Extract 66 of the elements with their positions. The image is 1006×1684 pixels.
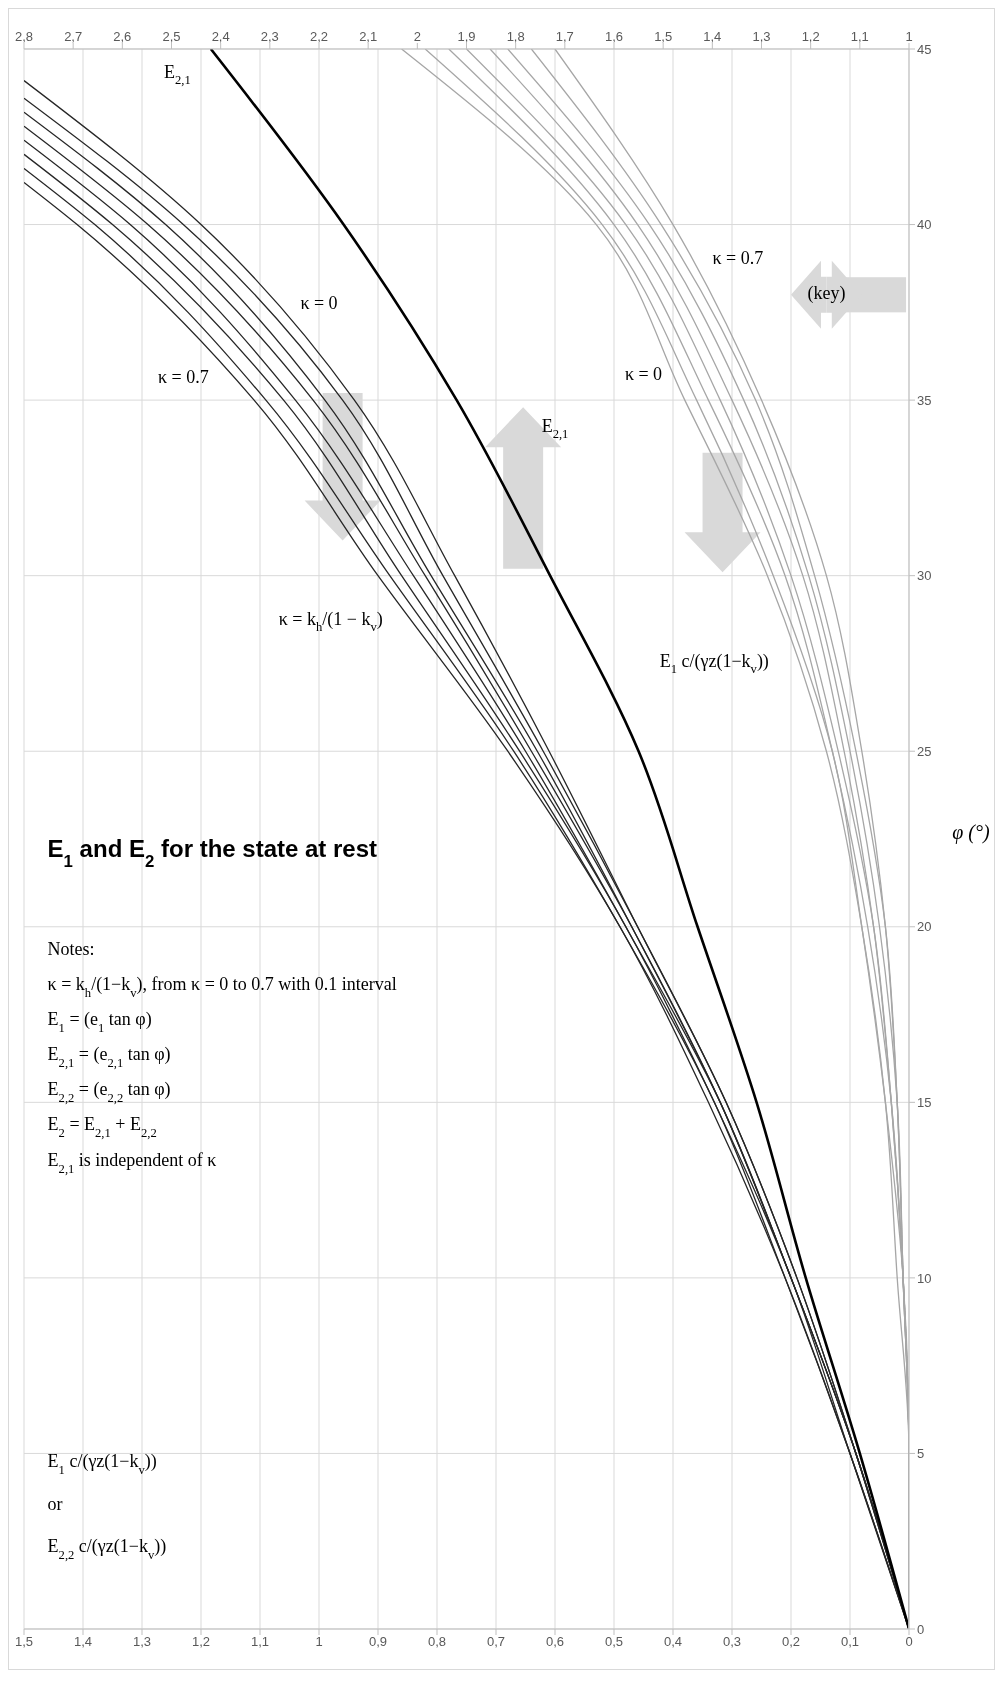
y-tick-label: 0 <box>917 1621 925 1637</box>
y-tick-label: 30 <box>917 568 932 584</box>
annotation: Notes: <box>47 938 95 959</box>
x2-tick-label: 1,9 <box>457 29 476 44</box>
y-tick-label: 25 <box>917 743 932 759</box>
x2-tick-label: 2 <box>413 29 421 44</box>
x-tick-label: 0,1 <box>840 1634 860 1650</box>
x2-tick-label: 2,8 <box>14 29 34 44</box>
x2-tick-label: 2,7 <box>64 29 83 44</box>
x-tick-label: 0,6 <box>545 1634 565 1650</box>
x-tick-label: 1,5 <box>14 1634 34 1650</box>
annotation: E$_{2,1}$ is independent of κ <box>47 1149 217 1176</box>
annotation: E$_{1}$ c/(γz(1−k$_{v}$)) <box>47 1451 157 1478</box>
x2-tick-label: 1,7 <box>555 29 574 44</box>
x2-tick-label: 1,3 <box>752 29 771 44</box>
x2-tick-label: 2,4 <box>211 29 230 44</box>
x2-tick-label: 1 <box>905 29 913 44</box>
x2-tick-label: 1,5 <box>654 29 673 44</box>
y-tick-label: 40 <box>917 217 932 233</box>
annotation: κ = 0.7 <box>712 247 764 268</box>
x-tick-label: 0,2 <box>781 1634 801 1650</box>
annotation: E$_{2}$ = E$_{2,1}$ + E$_{2,2}$ <box>47 1114 157 1141</box>
annotation: E$_{1}$ c/(γz(1−k$_{v}$)) <box>659 651 769 677</box>
x-tick-label: 1,3 <box>132 1634 152 1650</box>
x-tick-label: 1,2 <box>191 1634 211 1650</box>
x-tick-label: 1 <box>315 1634 323 1650</box>
y-tick-label: 20 <box>917 919 932 935</box>
x2-tick-label: 1,8 <box>506 29 525 44</box>
x-tick-label: 0 <box>905 1634 913 1650</box>
x2-tick-label: 2,2 <box>309 29 329 44</box>
x-tick-label: 0,3 <box>722 1634 742 1650</box>
y-tick-label: 15 <box>917 1094 932 1110</box>
x2-tick-label: 2,5 <box>162 29 181 44</box>
annotation: or <box>47 1493 63 1514</box>
annotation: κ = k$_{h}$/(1 − k$_{v}$) <box>278 609 383 635</box>
text: E$_{1}$ and E$_{2}$ for the state at rest <box>47 834 378 871</box>
x-tick-label: 1,1 <box>250 1634 270 1650</box>
annotation: κ = k$_{h}$/(1−k$_{v}$), from κ = 0 to 0.7 with 0.1 interval <box>47 973 397 1000</box>
annotation: κ = 0.7 <box>157 367 209 388</box>
x2-tick-label: 2,3 <box>260 29 279 44</box>
annotation: E$_{2,1}$ = (e$_{2,1}$ tan φ) <box>47 1044 171 1071</box>
y-axis-title: φ (°) <box>952 821 991 844</box>
annotation: E$_{1}$ = (e$_{1}$ tan φ) <box>47 1009 152 1036</box>
x-tick-label: 0,4 <box>663 1634 683 1650</box>
x2-tick-label: 1,2 <box>801 29 820 44</box>
x-tick-label: 0,8 <box>427 1634 447 1650</box>
annotation: E$_{2,1}$ <box>541 416 569 442</box>
x2-tick-label: 1,6 <box>604 29 624 44</box>
x2-tick-label: 2,1 <box>359 29 378 44</box>
annotation: E$_{2,2}$ = (e$_{2,2}$ tan φ) <box>47 1079 171 1106</box>
x-tick-label: 0,9 <box>368 1634 388 1650</box>
y-tick-label: 35 <box>917 392 932 408</box>
annotation: E$_{2,2}$ c/(γz(1−k$_{v}$)) <box>47 1535 167 1562</box>
x-tick-label: 1,4 <box>73 1634 93 1650</box>
annotation: E$_{2,1}$ <box>164 61 191 87</box>
annotation: (key) <box>807 282 846 304</box>
x-tick-label: 0,5 <box>604 1634 624 1650</box>
y-tick-label: 5 <box>917 1446 925 1462</box>
x2-tick-label: 1,4 <box>703 29 722 44</box>
x2-tick-label: 1,1 <box>850 29 869 44</box>
annotation: κ = 0 <box>624 363 663 384</box>
y-tick-label: 10 <box>917 1270 932 1286</box>
x2-tick-label: 2,6 <box>113 29 132 44</box>
y-tick-label: 45 <box>917 41 932 57</box>
annotation: κ = 0 <box>300 293 338 314</box>
x-tick-label: 0,7 <box>486 1634 506 1650</box>
